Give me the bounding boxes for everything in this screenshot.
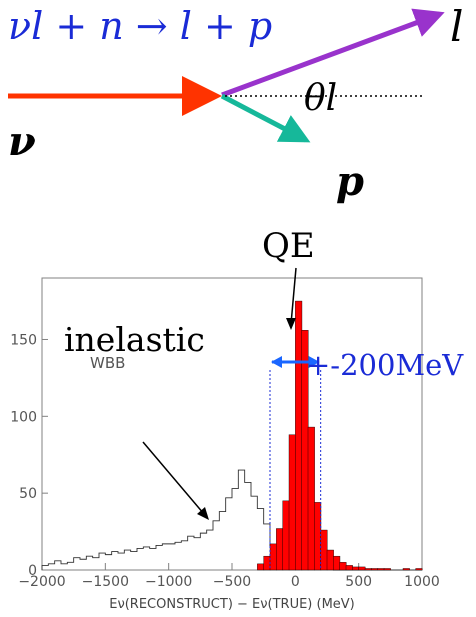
outline-bar [74,558,80,570]
outline-bar [112,552,118,570]
outline-bar [61,564,67,570]
outline-bar [232,489,238,570]
x-tick-label: 0 [291,574,300,590]
outline-bar [188,536,194,570]
window-arrowhead-left [271,356,282,368]
outline-bar [181,541,187,570]
qe-bar [288,434,296,571]
outline-histogram [41,469,422,571]
outline-bar [162,544,168,570]
outline-bar [48,564,54,570]
y-tick-label: 50 [19,486,37,502]
qe-bar [333,555,341,571]
qe-bar [282,500,290,571]
x-tick-label: −500 [213,574,251,590]
qe-bar [364,568,372,571]
x-tick-label: 500 [345,574,372,590]
outline-bar [105,555,111,570]
outline-bar [55,561,61,570]
outline-bar [86,556,92,570]
x-tick-label: −2000 [18,574,65,590]
outline-bar [99,553,105,570]
outline-bar [219,512,225,570]
inelastic-pointer-arrow [142,441,205,515]
window-markers [269,356,322,570]
qe-bar [402,568,410,571]
reaction-arrows [8,8,445,143]
outline-bar [200,533,206,570]
outline-bar [245,482,251,570]
qe-bar [377,568,385,571]
inelastic-pointer-arrowhead [197,507,209,520]
outline-bar [207,530,213,570]
proton-arrow [220,93,311,143]
x-axis-label: Eν(RECONSTRUCT) − Eν(TRUE) (MeV) [109,597,355,612]
qe-label: QE [262,226,315,266]
outline-bar [194,538,200,570]
outline-step-line [41,469,422,571]
outline-bar [169,544,175,570]
qe-histogram [257,300,423,571]
y-axis-ticks: 0 50 100 150 [10,332,48,579]
outline-bar [137,548,143,570]
qe-pointer-arrow [290,267,297,325]
window-arrowhead-right [308,356,320,368]
proton-label: p [336,158,364,205]
outline-bar [156,545,162,570]
lepton-label: l [450,2,464,51]
y-tick-label: 0 [28,563,37,579]
outline-bar [251,496,257,570]
neutrino-label: ν [8,118,36,165]
outline-bar [150,548,156,570]
window-label: +-200MeV [306,348,464,382]
qe-bar [257,563,265,571]
outline-bar [143,547,149,570]
outline-bar [257,509,263,570]
outline-bar [118,553,124,570]
qe-bar [358,566,366,571]
inelastic-label: inelastic [64,320,205,359]
qe-bar [320,529,328,571]
reaction-diagram: νl + n → l + p ν θl l p [0,0,476,210]
outline-bar [238,470,244,570]
outline-bar [175,542,181,570]
reaction-equation: νl + n → l + p [8,4,273,48]
qe-bar [371,568,379,571]
outline-bar [124,550,130,570]
outline-bar [226,498,232,570]
x-tick-label: 1000 [404,574,440,590]
lepton-arrow [221,8,445,98]
qe-bar [269,543,277,571]
qe-bar [276,528,284,571]
qe-bar [352,566,360,571]
x-tick-label: −1000 [145,574,192,590]
outline-bar [42,565,48,570]
qe-bar [345,565,353,571]
wbb-tag: WBB [90,354,125,372]
outline-bar [80,559,86,570]
theta-label: θl [304,78,338,119]
qe-bar [314,502,322,571]
y-tick-label: 150 [10,332,37,348]
qe-bar [415,568,423,571]
outline-bar [131,552,137,570]
qe-bar [383,568,391,571]
x-axis-ticks: −2000 −1500 −1000 −500 0 500 1000 [18,563,440,590]
qe-bar [326,549,334,571]
x-tick-label: −1500 [82,574,129,590]
qe-bar [295,300,303,571]
qe-bar [339,562,347,571]
qe-bar [307,426,315,571]
outline-bar [67,562,73,570]
y-tick-label: 100 [10,409,37,425]
qe-pointer-arrowhead [286,318,296,330]
qe-bar [263,555,271,571]
outline-bar [213,521,219,570]
outline-bar [93,558,99,570]
